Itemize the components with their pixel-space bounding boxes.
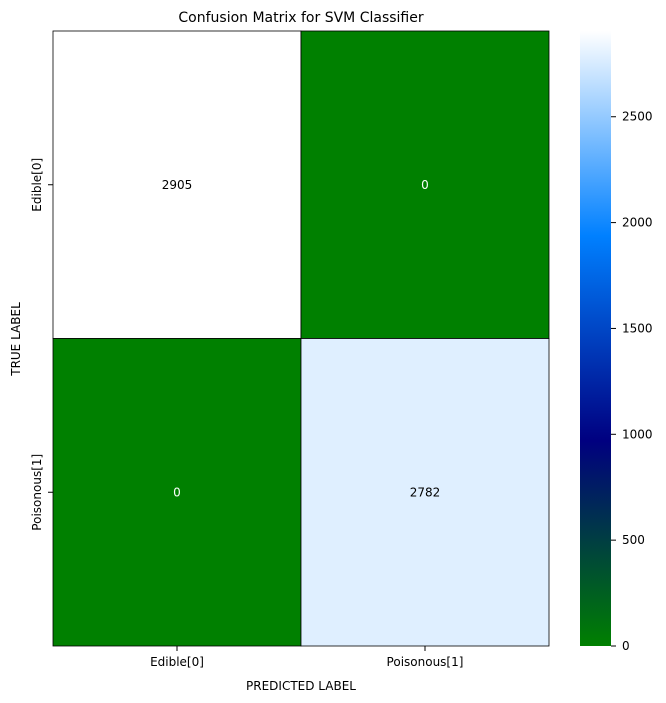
heatmap-cell — [300, 338, 550, 647]
y-axis-label: TRUE LABEL — [9, 302, 23, 377]
colorbar-tick-label: 0 — [622, 639, 630, 653]
chart-title: Confusion Matrix for SVM Classifier — [178, 10, 423, 26]
colorbar-ticks: 0 500 1000 1500 2000 2500 — [611, 110, 653, 653]
colorbar-tick-label: 500 — [622, 533, 645, 547]
y-tick-label: Poisonous[1] — [30, 454, 44, 531]
colorbar-gradient — [580, 31, 611, 646]
colorbar-tick-label: 2000 — [622, 216, 653, 230]
cell-value-label: 0 — [173, 485, 181, 499]
cell-value-label: 2905 — [162, 178, 193, 192]
colorbar-tick-label: 2500 — [622, 110, 653, 124]
colorbar: 0 500 1000 1500 2000 2500 — [580, 31, 653, 653]
x-axis-ticks: Edible[0] Poisonous[1] — [150, 646, 463, 669]
cell-value-label: 0 — [421, 178, 429, 192]
cell-value-label: 2782 — [410, 485, 441, 499]
heatmap-cell — [52, 30, 302, 339]
x-tick-label: Edible[0] — [150, 655, 204, 669]
x-axis-label: PREDICTED LABEL — [246, 679, 356, 693]
x-tick-label: Poisonous[1] — [387, 655, 464, 669]
heatmap-cell — [52, 338, 302, 647]
colorbar-tick-label: 1000 — [622, 427, 653, 441]
y-tick-label: Edible[0] — [30, 158, 44, 212]
heatmap-cell — [300, 30, 550, 339]
y-axis-ticks: Edible[0] Poisonous[1] — [30, 158, 53, 531]
colorbar-tick-label: 1500 — [622, 321, 653, 335]
heatmap-cells: 2905 0 0 2782 — [52, 30, 550, 647]
